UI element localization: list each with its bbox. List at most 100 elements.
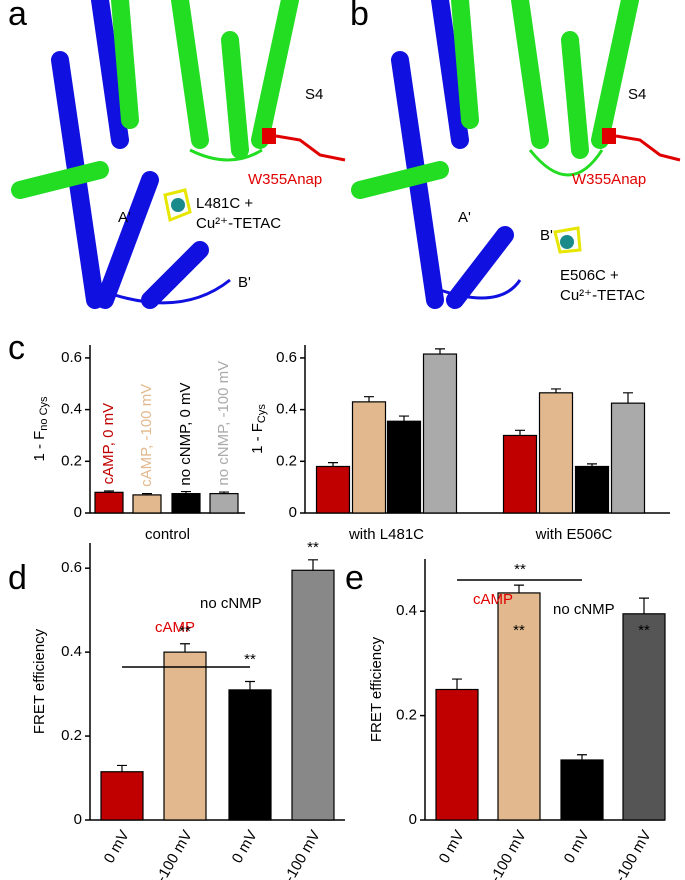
error-bar xyxy=(639,597,649,614)
bar xyxy=(351,401,387,514)
error-bar xyxy=(452,678,462,690)
bar xyxy=(209,493,239,514)
panel-label: d xyxy=(8,559,27,597)
y-axis-label: 1 - FCys xyxy=(249,404,268,454)
error-bar xyxy=(515,429,525,436)
loop xyxy=(99,278,231,305)
annotation: no cNMP xyxy=(200,595,262,612)
bar xyxy=(574,465,610,514)
x-axis-label: control xyxy=(145,526,190,543)
error-bar xyxy=(245,680,255,690)
y-label-main: FRET efficiency xyxy=(31,628,48,734)
error-bar xyxy=(180,643,190,653)
panel-label: e xyxy=(345,559,364,597)
category-label: cAMP, 0 mV xyxy=(100,403,117,484)
annotation: cAMP xyxy=(155,619,195,636)
annotation: ** xyxy=(307,539,319,556)
y-tick-label: 0.4 xyxy=(396,602,417,619)
panel-label: a xyxy=(8,0,27,33)
x-tick-label: 0 mV xyxy=(101,827,133,866)
error-bar xyxy=(308,559,318,571)
label: W355Anap xyxy=(248,171,322,188)
bar xyxy=(538,392,574,514)
error-bar xyxy=(142,493,152,495)
y-tick-label: 0.6 xyxy=(276,349,297,366)
annotation: ** xyxy=(638,622,650,639)
error-bar xyxy=(399,415,409,422)
y-tick-label: 0.2 xyxy=(276,452,297,469)
x-tick-label: -100 mV xyxy=(153,827,196,880)
anap-site xyxy=(262,128,276,144)
y-tick-label: 0 xyxy=(409,811,417,828)
x-tick-label: with L481C xyxy=(348,526,424,543)
bar xyxy=(560,759,604,821)
loop xyxy=(439,279,522,300)
bar xyxy=(502,434,538,514)
panel-label: b xyxy=(350,0,369,33)
x-tick-label: -100 mV xyxy=(281,827,324,880)
y-tick-label: 0.4 xyxy=(61,401,82,418)
label: S4 xyxy=(628,86,646,103)
bar xyxy=(94,491,124,514)
bar xyxy=(386,420,422,514)
x-tick-label: 0 mV xyxy=(561,827,593,866)
error-bar xyxy=(181,490,191,494)
loop xyxy=(189,148,263,162)
label: Cu²⁺-TETAC xyxy=(560,287,645,304)
label: A' xyxy=(458,209,471,226)
error-bar xyxy=(219,491,229,494)
label: Cu²⁺-TETAC xyxy=(196,215,281,232)
x-tick-label: with E506C xyxy=(535,526,613,543)
structure-a xyxy=(11,0,346,309)
y-tick-label: 0 xyxy=(74,504,82,521)
bar xyxy=(315,465,351,514)
bar xyxy=(132,494,162,514)
bar xyxy=(171,493,201,514)
annotation: ** xyxy=(513,622,525,639)
y-axis-label: FRET efficiency xyxy=(368,636,385,742)
label: B' xyxy=(540,227,553,244)
y-tick-label: 0.2 xyxy=(61,452,82,469)
error-bar xyxy=(577,754,587,760)
bar xyxy=(291,569,335,821)
bar xyxy=(610,402,646,514)
anap xyxy=(615,134,681,162)
anap-site xyxy=(602,128,616,144)
label: B' xyxy=(238,274,251,291)
error-bar xyxy=(328,462,338,467)
loop xyxy=(528,149,604,177)
bar xyxy=(422,353,458,514)
error-bar xyxy=(364,396,374,402)
label: S4 xyxy=(305,86,323,103)
y-axis-label: 1 - Fno Cys xyxy=(31,396,50,462)
helix xyxy=(391,0,514,309)
anap xyxy=(275,134,346,162)
category-label: cAMP, -100 mV xyxy=(138,384,155,487)
y-label-sub: Cys xyxy=(256,404,268,423)
y-tick-label: 0.4 xyxy=(276,401,297,418)
annotation: cAMP xyxy=(473,591,513,608)
label: A' xyxy=(118,209,131,226)
error-bar xyxy=(435,348,445,355)
category-label: no cNMP, 0 mV xyxy=(177,383,194,486)
bar xyxy=(163,651,207,821)
error-bar xyxy=(104,490,114,493)
copper xyxy=(171,198,185,212)
error-bar xyxy=(551,388,561,393)
annotation: ** xyxy=(179,623,191,640)
y-tick-label: 0.6 xyxy=(61,559,82,576)
bar xyxy=(435,688,479,821)
x-tick-label: -100 mV xyxy=(487,827,530,880)
label: W355Anap xyxy=(572,171,646,188)
tetac xyxy=(553,226,582,254)
annotation: ** xyxy=(244,651,256,668)
label: E506C + xyxy=(560,267,619,284)
category-label: no cNMP, -100 mV xyxy=(215,361,232,486)
y-tick-label: 0.4 xyxy=(61,643,82,660)
y-label-sub: no Cys xyxy=(38,396,50,431)
x-tick-label: -100 mV xyxy=(612,827,655,880)
bar xyxy=(100,771,144,821)
error-bar xyxy=(587,463,597,467)
x-tick-label: 0 mV xyxy=(229,827,261,866)
